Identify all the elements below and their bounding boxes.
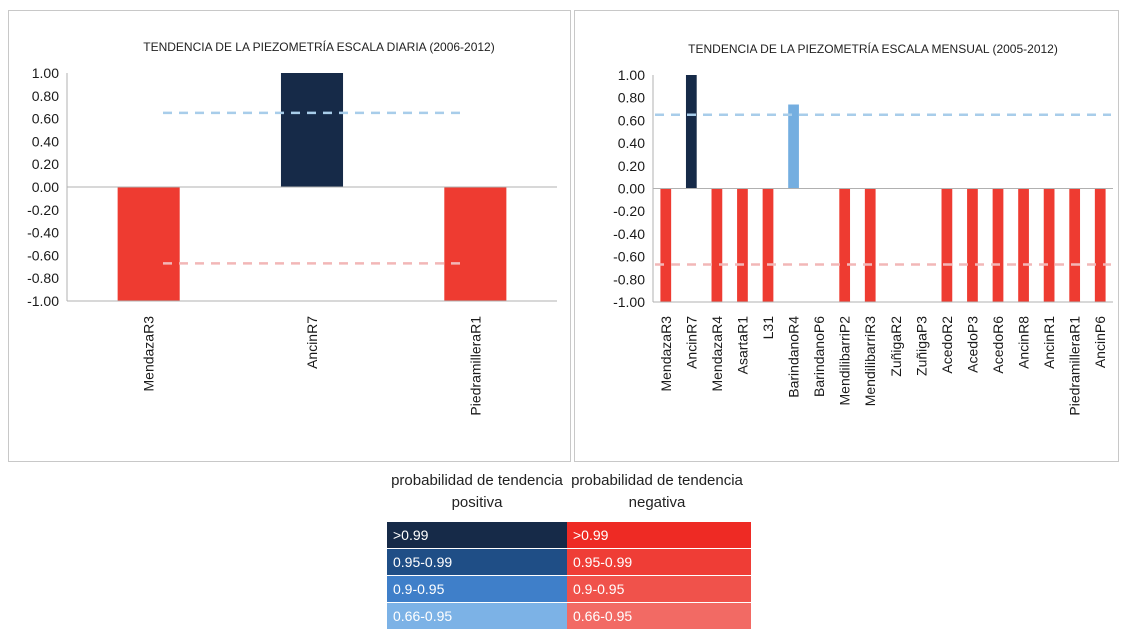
category-label: ZuñigaR2 [888,316,904,377]
category-label: AncinP6 [1092,316,1108,368]
category-label: MendazaR3 [658,316,674,392]
y-tick-label: 0.80 [618,90,645,106]
category-label: BarindanoP6 [811,316,827,397]
bar-AsartaR1 [737,189,748,303]
y-tick-label: -0.80 [613,271,645,287]
y-tick-label: 1.00 [618,67,645,83]
bar-AcedoR6 [993,189,1004,303]
bar-MendazaR3 [118,187,180,301]
legend-positive-header: probabilidad de tendencia positiva [387,470,567,514]
legend-positive-swatch: 0.95-0.99 [387,549,567,575]
legend-negative-swatch: 0.9-0.95 [567,576,751,602]
y-tick-label: -0.40 [27,225,59,241]
y-tick-label: 0.00 [32,179,59,195]
category-label: PiedramilleraR1 [467,316,483,416]
bar-MendazaR4 [712,189,723,303]
bar-AncinR1 [1044,189,1055,303]
monthly-trend-chart: TENDENCIA DE LA PIEZOMETRÍA ESCALA MENSU… [575,11,1118,461]
daily-chart-panel: TENDENCIA DE LA PIEZOMETRÍA ESCALA DIARI… [8,10,571,462]
y-tick-label: 0.20 [618,158,645,174]
category-label: AncinR7 [683,316,699,369]
category-label: AncinR1 [1041,316,1057,369]
y-tick-label: -0.80 [27,270,59,286]
y-tick-label: -0.20 [27,202,59,218]
y-tick-label: 0.60 [618,112,645,128]
bar-AcedoR2 [942,189,953,303]
y-tick-label: -1.00 [613,294,645,310]
legend-negative-header: probabilidad de tendencia negativa [567,470,747,514]
bar-AncinR8 [1018,189,1029,303]
category-label: AcedoR2 [939,316,955,374]
y-tick-label: 0.80 [32,88,59,104]
y-tick-label: -0.40 [613,226,645,242]
legend-positive-swatch: >0.99 [387,522,567,548]
legend-negative-swatch: >0.99 [567,522,751,548]
bar-AncinP6 [1095,189,1106,303]
monthly-chart-panel: TENDENCIA DE LA PIEZOMETRÍA ESCALA MENSU… [574,10,1119,462]
daily-trend-chart: TENDENCIA DE LA PIEZOMETRÍA ESCALA DIARI… [9,11,570,461]
category-label: AcedoR6 [990,316,1006,374]
legend-negative-swatch: 0.95-0.99 [567,549,751,575]
bar-AncinR7 [281,73,343,187]
y-tick-label: -0.20 [613,203,645,219]
category-label: PiedramilleraR1 [1067,316,1083,416]
legend-negative-swatch: 0.66-0.95 [567,603,751,629]
category-label: MendilibarriR3 [862,316,878,406]
category-label: MendazaR3 [141,316,157,392]
y-tick-label: -0.60 [27,247,59,263]
bar-L31 [763,189,774,303]
category-label: BarindanoR4 [786,316,802,398]
bar-MendilibarriR3 [865,189,876,303]
bar-MendilibarriP2 [839,189,850,303]
bar-MendazaR3 [660,189,671,303]
y-tick-label: -0.60 [613,249,645,265]
legend-positive-swatch: 0.66-0.95 [387,603,567,629]
y-tick-label: -1.00 [27,293,59,309]
probability-legend: probabilidad de tendencia positiva proba… [387,470,751,621]
y-tick-label: 1.00 [32,65,59,81]
category-label: MendilibarriP2 [837,316,853,406]
y-tick-label: 0.20 [32,156,59,172]
category-label: AncinR7 [304,316,320,369]
y-tick-label: 0.40 [618,135,645,151]
bar-PiedramilleraR1 [444,187,506,301]
bar-PiedramilleraR1 [1069,189,1080,303]
chart-title: TENDENCIA DE LA PIEZOMETRÍA ESCALA DIARI… [143,39,494,54]
category-label: ZuñigaP3 [913,316,929,376]
y-tick-label: 0.40 [32,133,59,149]
bar-BarindanoR4 [788,105,799,189]
y-tick-label: 0.00 [618,181,645,197]
chart-title: TENDENCIA DE LA PIEZOMETRÍA ESCALA MENSU… [688,41,1058,56]
legend-positive-swatch: 0.9-0.95 [387,576,567,602]
bar-AcedoP3 [967,189,978,303]
bar-AncinR7 [686,75,697,189]
category-label: AcedoP3 [964,316,980,373]
category-label: MendazaR4 [709,316,725,392]
y-tick-label: 0.60 [32,111,59,127]
category-label: L31 [760,316,776,340]
category-label: AsartaR1 [734,316,750,375]
category-label: AncinR8 [1016,316,1032,369]
